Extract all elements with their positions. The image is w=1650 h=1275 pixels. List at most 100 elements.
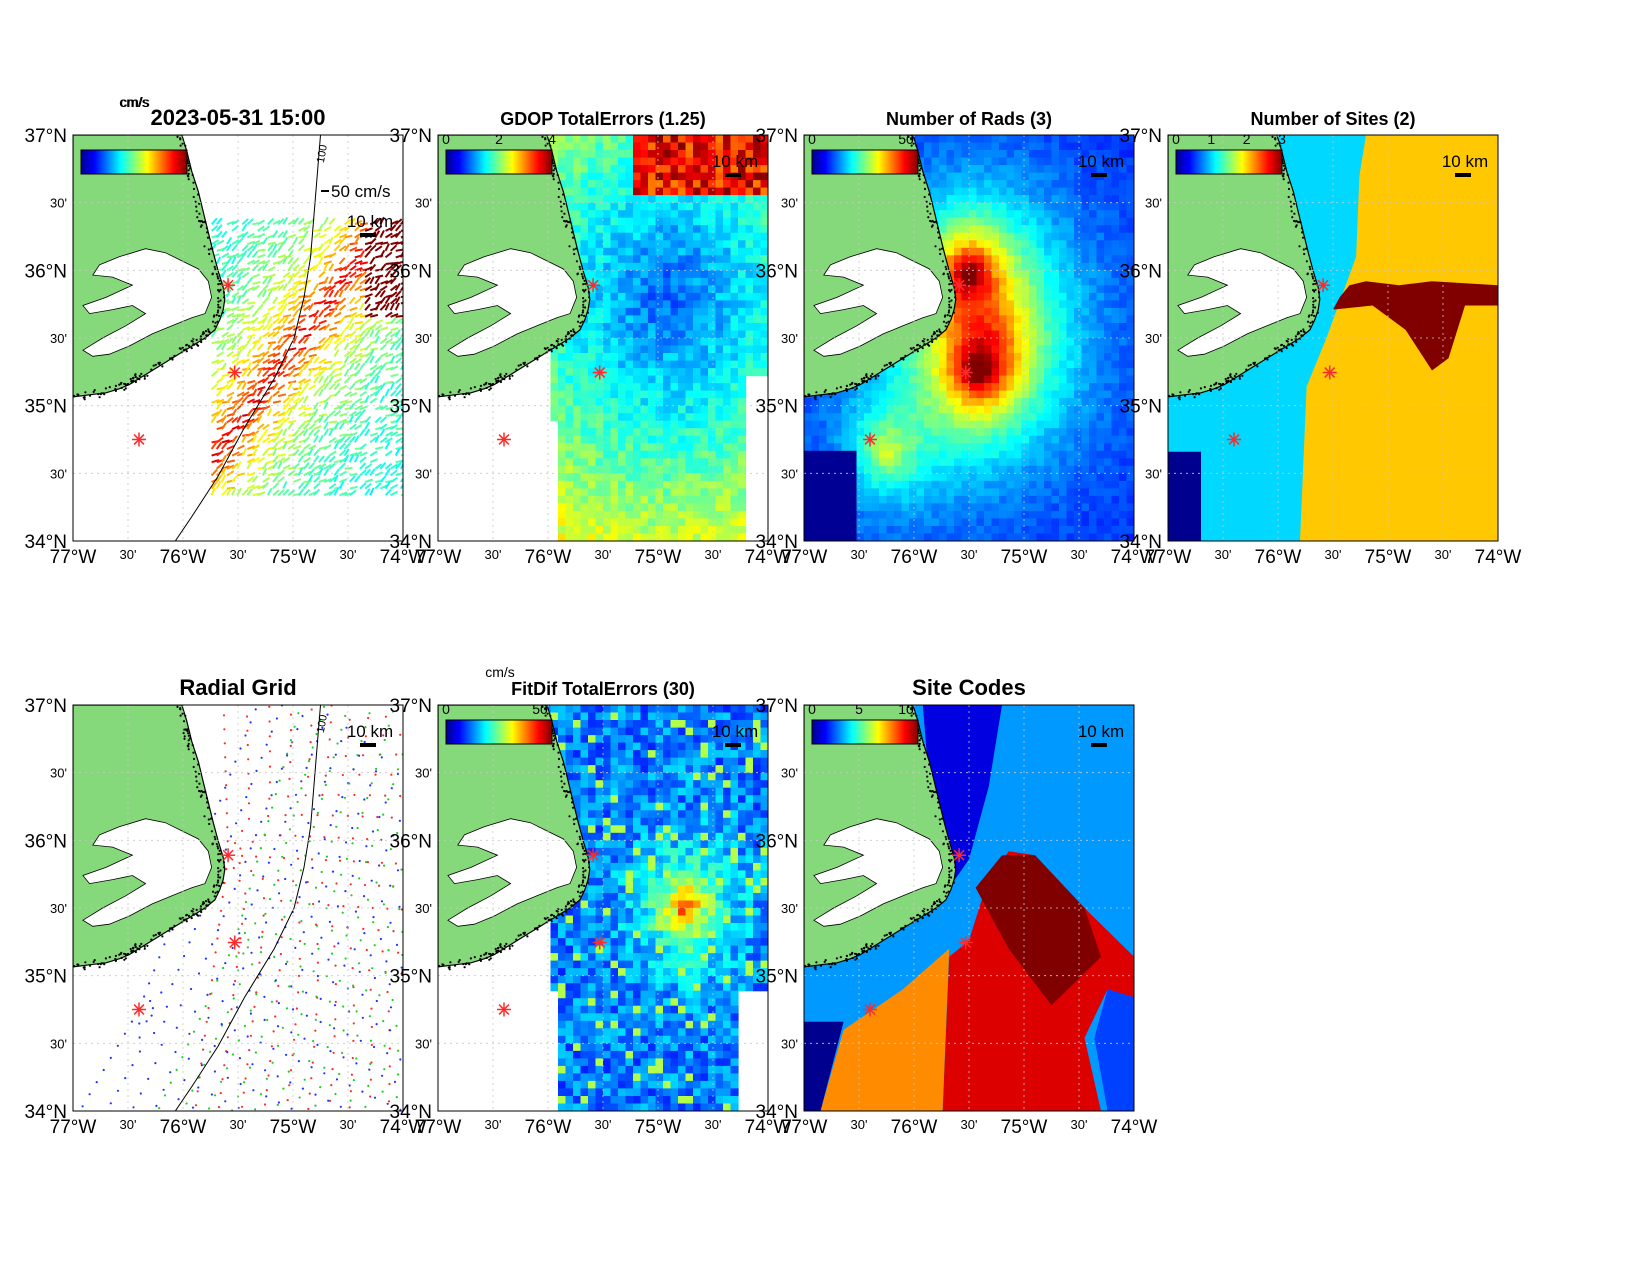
coastline-detail <box>438 705 591 971</box>
latitude-tick-label: 30' <box>50 466 67 481</box>
longitude-tick-label: 77°W <box>50 1117 97 1138</box>
longitude-tick-label: 30' <box>485 1117 502 1132</box>
sound-water <box>447 248 578 357</box>
latitude-tick-label: 35°N <box>756 967 798 988</box>
colorbar-tick-label: 4 <box>548 131 556 147</box>
latitude-tick-label: 34°N <box>25 1102 67 1123</box>
map-panel-radial: 100 37°N 30' 36°N 30' 35°N 30' 34°N77°W 30' 76°W 3… <box>25 675 427 1138</box>
longitude-tick-label: 74°W <box>380 1117 427 1138</box>
longitude-tick-label: 74°W <box>1111 1117 1158 1138</box>
map-panel-nsites: 37°N 30' 36°N 30' 35°N 30' 34°N77°W 30' 76°W 30' 7… <box>1120 109 1522 568</box>
latitude-tick-label: 34°N <box>1120 532 1162 553</box>
latitude-tick-label: 35°N <box>390 967 432 988</box>
latitude-tick-label: 37°N <box>1120 126 1162 147</box>
site-marker <box>863 432 877 447</box>
colorbar-units-label: cm/s <box>120 94 150 110</box>
longitude-tick-label: 76°W <box>525 1117 572 1138</box>
colorbar-tick-label: 50 <box>532 701 548 717</box>
longitude-tick-label: 30' <box>961 547 978 562</box>
latitude-tick-label: 36°N <box>1120 261 1162 282</box>
latitude-tick-label: 30' <box>415 901 432 916</box>
sound-water <box>1177 248 1308 357</box>
longitude-tick-label: 30' <box>851 1117 868 1132</box>
panel-title: 2023-05-31 15:00 <box>151 105 326 130</box>
map-frame <box>803 704 1135 1112</box>
latitude-tick-label: 30' <box>50 196 67 211</box>
latitude-tick-label: 35°N <box>756 397 798 418</box>
one-site-zone <box>1168 451 1201 541</box>
site-marker <box>221 848 236 863</box>
latitude-tick-label: 30' <box>415 196 432 211</box>
longitude-tick-label: 75°W <box>1365 547 1412 568</box>
colorbar-tick-label: 0 <box>1172 131 1180 147</box>
code-zone-f <box>804 1021 844 1111</box>
site-marker <box>1322 365 1337 380</box>
map-area <box>804 135 1134 541</box>
site-marker <box>863 1002 877 1017</box>
longitude-tick-label: 30' <box>705 1117 722 1132</box>
longitude-tick-label: 30' <box>340 1117 357 1132</box>
coastline-detail <box>804 705 957 971</box>
map-panel-gdop: 37°N 30' 36°N 30' 35°N 30' 34°N77°W 30' 76°W 30' 7… <box>390 109 792 568</box>
isobath-label: 100 <box>315 714 330 734</box>
latitude-tick-label: 30' <box>415 766 432 781</box>
colorbar <box>811 719 919 745</box>
latitude-tick-label: 37°N <box>390 696 432 717</box>
panel-title: GDOP TotalErrors (1.25) <box>500 109 705 129</box>
latitude-tick-label: 37°N <box>390 126 432 147</box>
latitude-tick-label: 30' <box>415 331 432 346</box>
map-area <box>1168 135 1498 541</box>
colorbar-tick-label: 0 <box>442 701 450 717</box>
longitude-tick-label: 77°W <box>50 547 97 568</box>
graticule <box>73 135 403 541</box>
latitude-tick-label: 37°N <box>25 126 67 147</box>
map-panel-sitecodes: 37°N 30' 36°N 30' 35°N 30' 34°N77°W 30' 76°W 30' 7… <box>756 675 1158 1138</box>
colorbar <box>811 149 919 175</box>
latitude-tick-label: 30' <box>1145 196 1162 211</box>
colorbar-tick-label: 10 <box>898 701 914 717</box>
code-zone-d <box>975 855 1101 1006</box>
longitude-tick-label: 76°W <box>891 1117 938 1138</box>
latitude-tick-label: 35°N <box>25 397 67 418</box>
latitude-tick-label: 36°N <box>756 261 798 282</box>
colorbar-tick-label: 0 <box>808 701 816 717</box>
longitude-tick-label: 77°W <box>415 547 462 568</box>
latitude-tick-label: 35°N <box>25 967 67 988</box>
colorbar <box>445 719 553 745</box>
longitude-tick-label: 30' <box>230 1117 247 1132</box>
site-marker <box>221 278 236 293</box>
panel-title: Number of Rads (3) <box>886 109 1052 129</box>
longitude-tick-label: 75°W <box>1001 1117 1048 1138</box>
site-marker <box>952 848 967 863</box>
map-frame <box>1167 134 1499 542</box>
scale-bar-label: 10 km <box>712 152 758 171</box>
longitude-tick-label: 30' <box>595 547 612 562</box>
longitude-tick-label: 75°W <box>1001 547 1048 568</box>
latitude-tick-label: 30' <box>1145 331 1162 346</box>
longitude-tick-label: 76°W <box>1255 547 1302 568</box>
longitude-tick-label: 76°W <box>891 547 938 568</box>
latitude-tick-label: 30' <box>50 901 67 916</box>
data-field-vectors <box>210 216 403 497</box>
map-frame <box>437 704 769 1112</box>
sound-water <box>813 248 944 357</box>
map-area <box>804 705 1134 1111</box>
site-marker <box>586 848 601 863</box>
site-marker <box>132 432 146 447</box>
longitude-tick-label: 30' <box>120 1117 137 1132</box>
longitude-tick-label: 76°W <box>525 547 572 568</box>
latitude-tick-label: 30' <box>781 766 798 781</box>
latitude-tick-label: 37°N <box>25 696 67 717</box>
site-marker <box>958 365 973 380</box>
latitude-tick-label: 30' <box>781 1036 798 1051</box>
data-field-nrads <box>804 135 1134 541</box>
colorbar <box>1175 149 1283 175</box>
site-marker <box>1227 432 1241 447</box>
site-marker <box>1316 278 1331 293</box>
longitude-tick-label: 30' <box>120 547 137 562</box>
coastline-detail <box>73 705 226 971</box>
graticule <box>73 705 403 1111</box>
site-marker <box>952 278 967 293</box>
latitude-tick-label: 36°N <box>756 831 798 852</box>
